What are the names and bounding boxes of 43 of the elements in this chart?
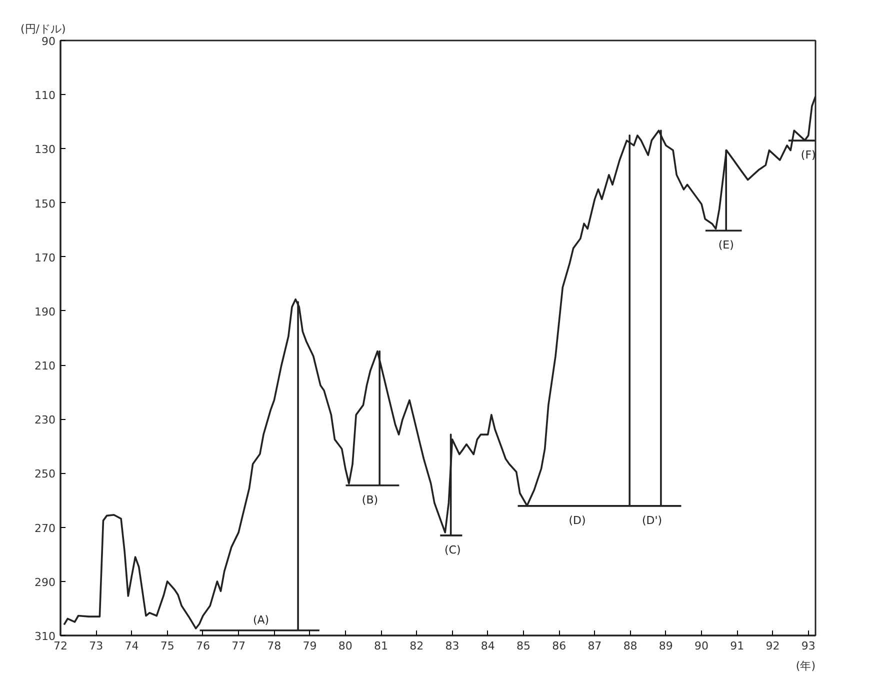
x-tick-label: 82	[410, 640, 424, 652]
x-tick-label: 75	[160, 640, 174, 652]
x-tick-label: 74	[124, 640, 139, 652]
y-tick-label: 170	[34, 251, 56, 264]
x-tick-label: 84	[480, 640, 495, 652]
x-tick-label: 81	[374, 640, 388, 652]
y-tick-label: 290	[34, 576, 56, 589]
x-tick-label: 78	[267, 640, 282, 652]
x-tick-label: 83	[445, 640, 460, 652]
y-tick-label: 270	[34, 522, 56, 535]
annotation: (F)	[800, 148, 816, 162]
x-tick-label: 89	[658, 640, 673, 652]
y-tick-label: 150	[34, 197, 56, 210]
y-tick-label: 310	[34, 630, 56, 643]
x-tick-label: 93	[801, 640, 816, 652]
annotation: (C)	[444, 543, 461, 556]
annotation: (A)	[252, 613, 270, 626]
x-tick-label: 87	[588, 640, 602, 652]
y-tick-label: 110	[34, 89, 56, 102]
y-tick-label: 130	[34, 143, 56, 156]
x-tick-label: 90	[694, 640, 709, 652]
annotation: (D')	[642, 514, 662, 527]
x-axis-title: (年)	[796, 660, 816, 672]
annotation: (E)	[718, 238, 734, 252]
x-tick-label: 86	[552, 640, 566, 652]
y-axis-title: (円/ドル)	[20, 22, 66, 36]
y-tick-label: 210	[34, 360, 56, 373]
annotation: (B)	[362, 493, 378, 506]
x-tick-label: 80	[338, 640, 352, 652]
x-tick-label: 79	[302, 640, 317, 652]
x-tick-label: 92	[766, 640, 780, 652]
y-tick-label: 250	[34, 468, 56, 481]
x-tick-label: 91	[730, 640, 744, 652]
x-tick-label: 72	[54, 640, 68, 652]
x-tick-label: 73	[89, 640, 104, 652]
x-tick-label: 88	[623, 640, 638, 652]
x-tick-label: 77	[232, 640, 246, 652]
y-tick-label: 230	[34, 414, 56, 427]
x-tick-label: 85	[516, 640, 530, 652]
x-tick-label: 76	[196, 640, 210, 652]
y-tick-label: 90	[42, 35, 56, 48]
annotation: (D)	[568, 514, 586, 527]
y-tick-label: 190	[34, 305, 56, 318]
